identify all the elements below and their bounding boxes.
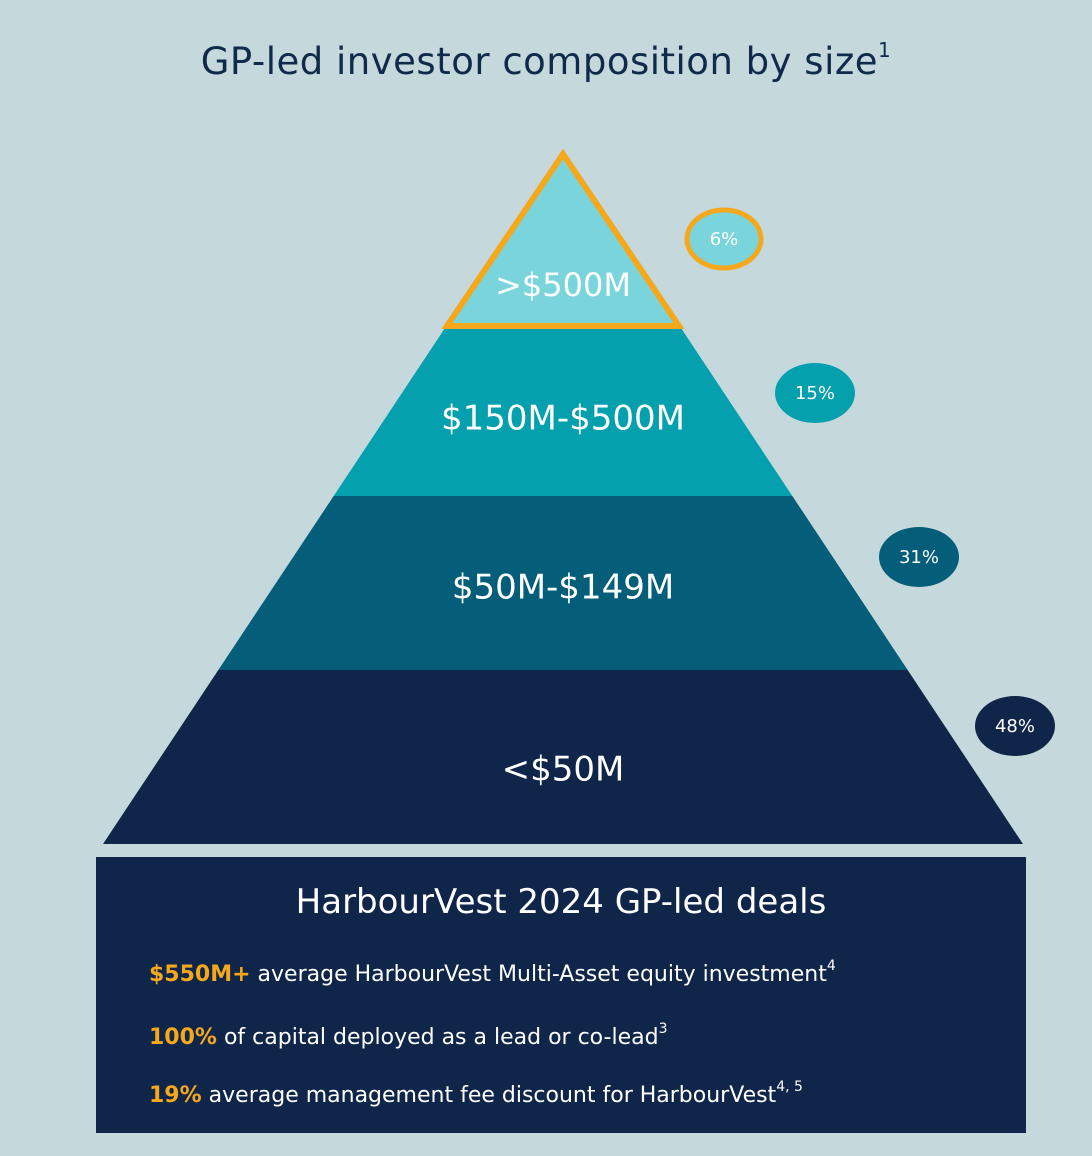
deals-panel-title: HarbourVest 2024 GP-led deals bbox=[295, 882, 827, 922]
fact-footnote: 3 bbox=[658, 1021, 668, 1037]
top-tier-highlight-outline bbox=[441, 148, 685, 329]
pyramid-tier-3 bbox=[218, 496, 908, 670]
pyramid-chart: >$500M 6% $150M-$500M 15% $50M-$149M 31% <$50M… bbox=[103, 148, 1055, 844]
percent-bubble bbox=[975, 696, 1055, 756]
fact-highlight: 100% bbox=[149, 1025, 217, 1050]
fact-highlight: $550M+ bbox=[149, 962, 251, 987]
pyramid-tier-4 bbox=[103, 670, 1023, 844]
fact-footnote: 4, 5 bbox=[776, 1079, 803, 1095]
fact-text: average management fee discount for Harb… bbox=[201, 1083, 777, 1108]
percent-bubble bbox=[684, 207, 764, 271]
tier-label: $150M-$500M bbox=[441, 399, 685, 439]
tier-label: >$500M bbox=[495, 266, 631, 304]
fact-item-3: 19% average management fee discount for … bbox=[149, 1079, 803, 1108]
fact-text: average HarbourVest Multi-Asset equity i… bbox=[250, 962, 827, 987]
fact-footnote: 4 bbox=[826, 958, 836, 974]
percent-label: 31% bbox=[899, 547, 939, 568]
percent-bubble bbox=[879, 527, 959, 587]
tier-label: <$50M bbox=[502, 750, 625, 790]
chart-title-text: GP-led investor composition by size bbox=[200, 40, 879, 83]
percent-label: 48% bbox=[995, 716, 1035, 737]
tier-label: $50M-$149M bbox=[452, 568, 674, 608]
deals-panel: HarbourVest 2024 GP-led deals $550M+ ave… bbox=[96, 857, 1026, 1133]
fact-item-2: 100% of capital deployed as a lead or co… bbox=[149, 1021, 668, 1050]
percent-bubble bbox=[775, 363, 855, 423]
percent-label: 15% bbox=[795, 383, 835, 404]
chart-title-footnote: 1 bbox=[878, 38, 892, 62]
pyramid-tier-2 bbox=[333, 328, 793, 496]
fact-item-1: $550M+ average HarbourVest Multi-Asset e… bbox=[149, 958, 836, 987]
percent-label: 6% bbox=[710, 229, 739, 250]
fact-highlight: 19% bbox=[149, 1083, 202, 1108]
pyramid-tier-1 bbox=[445, 150, 681, 328]
chart-title: GP-led investor composition by size1 bbox=[0, 38, 1092, 83]
fact-text: of capital deployed as a lead or co-lead bbox=[216, 1025, 659, 1050]
